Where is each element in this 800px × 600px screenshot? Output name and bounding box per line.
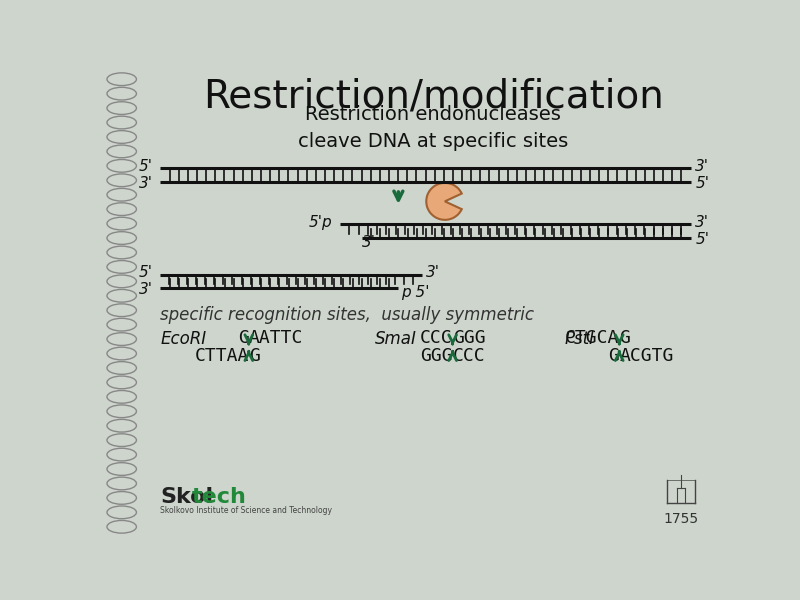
Text: Restriction endonucleases
cleave DNA at specific sites: Restriction endonucleases cleave DNA at … <box>298 106 568 151</box>
Text: ACGTG: ACGTG <box>619 347 674 365</box>
Text: 5': 5' <box>138 159 153 174</box>
Text: Skol: Skol <box>161 487 214 507</box>
Text: GGG: GGG <box>453 329 486 347</box>
Text: Skolkovo Institute of Science and Technology: Skolkovo Institute of Science and Techno… <box>161 506 333 515</box>
Text: G: G <box>249 347 260 365</box>
Text: Restriction/modification: Restriction/modification <box>203 77 664 116</box>
Text: CCC: CCC <box>453 347 486 365</box>
Text: 5': 5' <box>695 176 710 191</box>
Text: 1755: 1755 <box>664 512 699 526</box>
Text: EcoRI: EcoRI <box>161 330 206 348</box>
Text: G: G <box>619 329 630 347</box>
Text: 3': 3' <box>138 176 153 191</box>
Text: CTGCA: CTGCA <box>565 329 619 347</box>
Text: specific recognition sites,  usually symmetric: specific recognition sites, usually symm… <box>161 305 534 323</box>
Text: 3': 3' <box>695 215 710 230</box>
Text: SmaI: SmaI <box>375 330 417 348</box>
Text: 5': 5' <box>695 232 710 247</box>
Text: PstI: PstI <box>565 330 595 348</box>
Text: GGG: GGG <box>420 347 453 365</box>
Text: 3': 3' <box>695 159 710 174</box>
Text: 5'p: 5'p <box>309 215 333 230</box>
Text: CCC: CCC <box>420 329 453 347</box>
Text: 5': 5' <box>138 265 153 280</box>
Text: AATTC: AATTC <box>249 329 303 347</box>
Text: G: G <box>238 329 249 347</box>
Text: 3': 3' <box>426 265 439 280</box>
Text: G: G <box>608 347 619 365</box>
Text: tech: tech <box>191 487 246 507</box>
Wedge shape <box>426 183 462 220</box>
Text: CTTAA: CTTAA <box>194 347 249 365</box>
Text: p 5': p 5' <box>402 285 430 300</box>
Text: 3': 3' <box>362 235 376 250</box>
Text: 3': 3' <box>138 283 153 298</box>
